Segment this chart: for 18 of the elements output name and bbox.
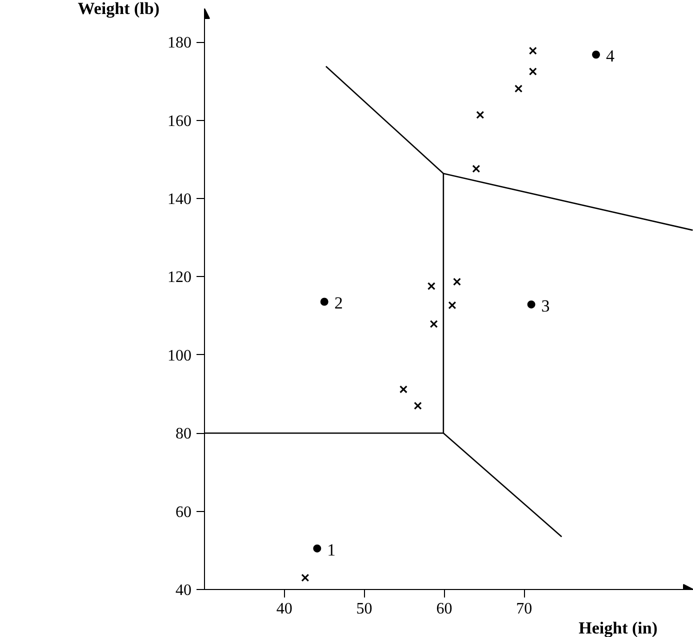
y-tick-label: 140 — [168, 191, 192, 208]
y-tick-label: 60 — [176, 504, 192, 521]
y-tick-label: 80 — [176, 426, 192, 443]
x-tick-label: 70 — [516, 600, 532, 618]
y-tick-label: 40 — [176, 582, 192, 599]
y-tick-label: 120 — [168, 269, 192, 286]
x-axis-title: Height (in) — [578, 618, 658, 637]
annotation: 3 — [541, 296, 550, 316]
y-tick-label: 180 — [168, 34, 192, 52]
y-axis-title: Weight (lb) — [78, 0, 160, 18]
x-tick-label: 50 — [356, 600, 372, 618]
x-tick-label: 60 — [436, 600, 452, 618]
x-tick-label: 40 — [276, 600, 292, 618]
annotation: 1 — [327, 540, 336, 560]
y-tick-label: 100 — [168, 347, 192, 364]
annotation: 2 — [334, 294, 343, 313]
y-tick-label: 160 — [168, 112, 192, 130]
annotation: 4 — [606, 46, 616, 66]
